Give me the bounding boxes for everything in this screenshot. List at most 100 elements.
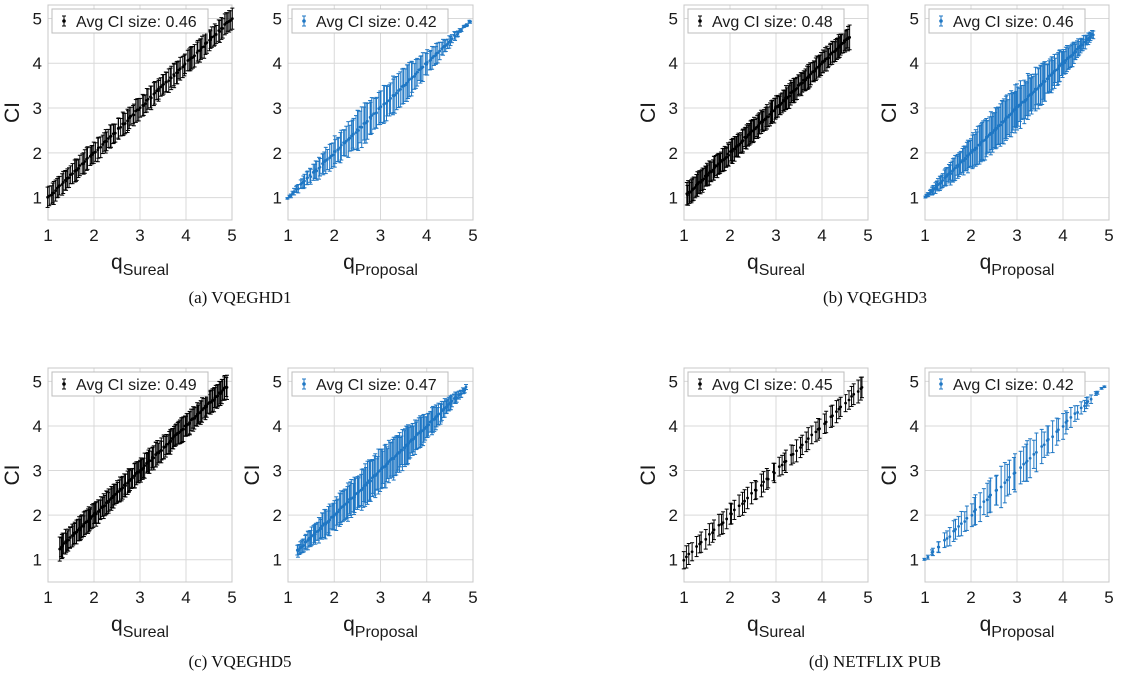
data-point — [780, 463, 784, 467]
y-tick-label: 5 — [33, 372, 42, 391]
data-point — [67, 176, 71, 180]
data-point — [848, 35, 852, 39]
y-tick-label: 2 — [33, 144, 42, 163]
data-point — [711, 531, 714, 535]
data-point — [333, 150, 337, 153]
data-point — [99, 145, 103, 149]
data-point — [730, 512, 733, 516]
data-point — [1016, 105, 1020, 109]
y-tick-label: 2 — [669, 144, 678, 163]
data-point — [89, 516, 92, 520]
y-tick-label: 4 — [910, 417, 919, 436]
data-point — [178, 67, 182, 71]
data-point — [153, 91, 157, 95]
data-point — [325, 158, 329, 161]
data-point — [159, 85, 163, 89]
data-point — [844, 401, 847, 405]
data-point — [133, 474, 137, 477]
y-tick-label: 2 — [910, 506, 919, 525]
data-point — [386, 462, 389, 465]
data-point — [360, 125, 364, 129]
data-point — [379, 105, 383, 109]
data-point — [138, 106, 142, 110]
data-point — [743, 499, 746, 503]
legend-marker-point — [302, 382, 306, 386]
data-point — [991, 131, 995, 134]
data-point — [121, 486, 125, 490]
data-point — [995, 488, 999, 492]
x-axis-label-main: q — [343, 613, 355, 636]
data-point — [303, 179, 306, 183]
y-tick-label: 2 — [33, 506, 42, 525]
y-tick-label: 2 — [669, 506, 678, 525]
data-point — [1046, 438, 1050, 441]
data-point — [1005, 478, 1009, 482]
x-tick-label: 2 — [966, 226, 975, 245]
data-point — [225, 385, 229, 389]
data-point — [169, 76, 173, 80]
data-point — [450, 399, 454, 403]
legend-box — [928, 8, 1086, 34]
data-point — [328, 518, 332, 522]
data-point — [64, 179, 68, 183]
data-point — [105, 139, 108, 143]
x-tick-label: 2 — [330, 588, 339, 607]
data-point — [804, 78, 807, 82]
data-point — [824, 420, 828, 424]
plot-frame — [683, 4, 869, 221]
x-tick-label: 4 — [422, 226, 431, 245]
data-point — [202, 45, 206, 49]
data-point — [860, 385, 864, 389]
data-point — [949, 172, 953, 176]
x-axis-label: qSureal — [747, 251, 805, 279]
y-tick-label: 1 — [669, 189, 678, 208]
data-point — [438, 49, 442, 53]
data-point — [319, 527, 323, 531]
x-axis-label-main: q — [111, 613, 123, 636]
data-point — [94, 150, 97, 154]
data-point — [344, 139, 348, 143]
data-point — [750, 491, 753, 495]
data-point — [1096, 391, 1099, 395]
legend-marker-point — [302, 19, 306, 23]
data-point — [1008, 475, 1011, 479]
y-tick-label: 1 — [910, 189, 919, 208]
legend-box — [291, 8, 449, 34]
data-point — [392, 457, 396, 461]
data-point — [1006, 115, 1010, 119]
data-point — [354, 131, 358, 134]
data-point — [412, 75, 416, 78]
data-point — [169, 439, 173, 443]
data-point — [336, 510, 340, 514]
data-point — [741, 502, 744, 506]
data-point — [995, 126, 999, 130]
x-axis-label: qProposal — [980, 251, 1055, 279]
data-point — [702, 177, 706, 181]
data-point — [200, 45, 204, 49]
y-tick-label: 5 — [273, 9, 282, 28]
data-point — [931, 550, 935, 554]
data-point — [847, 398, 851, 402]
plot-frame — [287, 4, 474, 221]
x-tick-label: 2 — [725, 588, 734, 607]
y-tick-label: 4 — [910, 54, 919, 73]
x-axis-label: qProposal — [980, 613, 1055, 641]
y-tick-label: 4 — [33, 54, 42, 73]
data-point — [370, 114, 374, 117]
data-point — [818, 427, 821, 431]
data-point — [698, 542, 702, 546]
data-point — [456, 32, 460, 36]
data-point — [1055, 430, 1059, 434]
data-point — [1071, 53, 1074, 57]
data-point — [446, 42, 450, 46]
legend-box — [687, 371, 845, 397]
y-tick-label: 1 — [273, 189, 282, 208]
data-point — [395, 91, 398, 95]
x-tick-label: 5 — [863, 588, 872, 607]
x-tick-label: 1 — [920, 588, 929, 607]
x-tick-label: 1 — [679, 588, 688, 607]
x-tick-label: 3 — [376, 226, 385, 245]
data-point — [302, 544, 306, 547]
x-tick-label: 3 — [1012, 226, 1021, 245]
data-point — [982, 500, 986, 504]
